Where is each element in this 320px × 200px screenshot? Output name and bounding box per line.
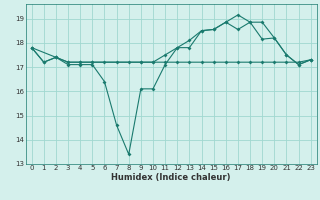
X-axis label: Humidex (Indice chaleur): Humidex (Indice chaleur) [111,173,231,182]
